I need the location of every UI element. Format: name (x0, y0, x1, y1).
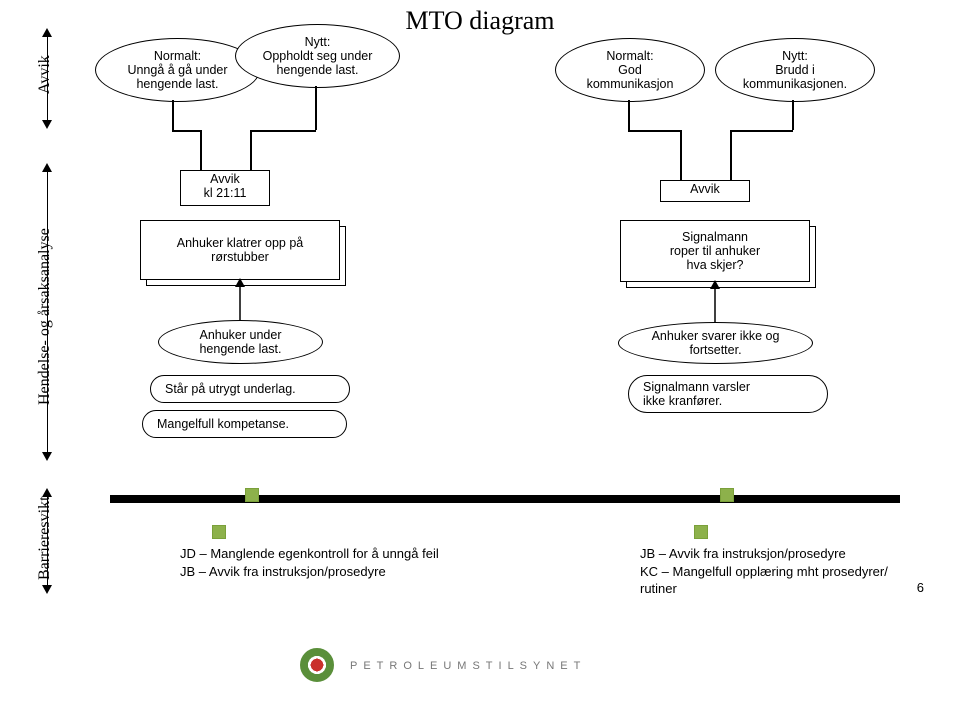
conn-line-left-2c (250, 130, 252, 170)
conn-line-left-1b (172, 130, 200, 132)
conn-line-right-2c (730, 130, 732, 180)
conn-line-left-2b (250, 130, 316, 132)
barrier-bar (110, 495, 900, 503)
top-left-normal-ellipse: Normalt: Unngå å gå under hengende last. (95, 38, 260, 102)
section-hendelse-label: Hendelse- og årsaksanalyse (36, 228, 54, 405)
page-number: 6 (917, 580, 924, 595)
legend-left-marker (212, 525, 226, 539)
top-right-nytt-ellipse: Nytt: Brudd i kommunikasjonen. (715, 38, 875, 102)
section-barriere-label: Barrieresvikt (36, 496, 54, 580)
section-hendelse-arrow-head-bottom (42, 452, 52, 461)
section-avvik-arrow-head-bottom (42, 120, 52, 129)
legend-right-marker (694, 525, 708, 539)
left-cause-2: Mangelfull kompetanse. (142, 410, 347, 438)
legend-right-text: JB – Avvik fra instruksjon/prosedyre KC … (640, 545, 888, 598)
brand-logo-icon (300, 648, 334, 682)
title-text: MTO diagram (406, 6, 555, 35)
section-avvik-arrow-head-top (42, 28, 52, 37)
section-avvik-label: Avvik (36, 55, 54, 94)
conn-line-right-2b (730, 130, 793, 132)
brand-text: PETROLEUMSTILSYNET (350, 660, 586, 672)
conn-line-right-1b (628, 130, 680, 132)
right-arrow (705, 280, 725, 324)
right-cause-0: Anhuker svarer ikke og fortsetter. (618, 322, 813, 364)
barrier-marker-0 (245, 488, 259, 502)
section-barriere-arrow-head-bottom (42, 585, 52, 594)
conn-line-left-2 (315, 86, 317, 130)
top-right-normal-ellipse: Normalt: God kommunikasjon (555, 38, 705, 102)
conn-line-left-1c (200, 130, 202, 170)
right-tab-box: Avvik (660, 180, 750, 202)
right-cause-1: Signalmann varsler ikke kranfører. (628, 375, 828, 413)
left-tab-box: Avvik kl 21:11 (180, 170, 270, 206)
left-cause-1: Står på utrygt underlag. (150, 375, 350, 403)
top-left-nytt-ellipse: Nytt: Oppholdt seg under hengende last. (235, 24, 400, 88)
section-hendelse-arrow-head-top (42, 163, 52, 172)
barrier-marker-1 (720, 488, 734, 502)
right-event-box: Signalmann roper til anhuker hva skjer? (620, 220, 816, 288)
left-tab-top: Avvik (181, 172, 269, 186)
conn-line-right-1c (680, 130, 682, 180)
conn-line-right-2 (792, 100, 794, 130)
left-arrow (230, 278, 250, 322)
left-tab-bottom: kl 21:11 (181, 186, 269, 200)
right-tab-top: Avvik (661, 182, 749, 196)
left-cause-0: Anhuker under hengende last. (158, 320, 323, 364)
page-title: MTO diagram (0, 6, 960, 36)
legend-left-text: JD – Manglende egenkontroll for å unngå … (180, 545, 439, 580)
left-event-box: Anhuker klatrer opp på rørstubber (140, 220, 346, 286)
conn-line-right-1 (628, 100, 630, 130)
conn-line-left-1 (172, 100, 174, 130)
